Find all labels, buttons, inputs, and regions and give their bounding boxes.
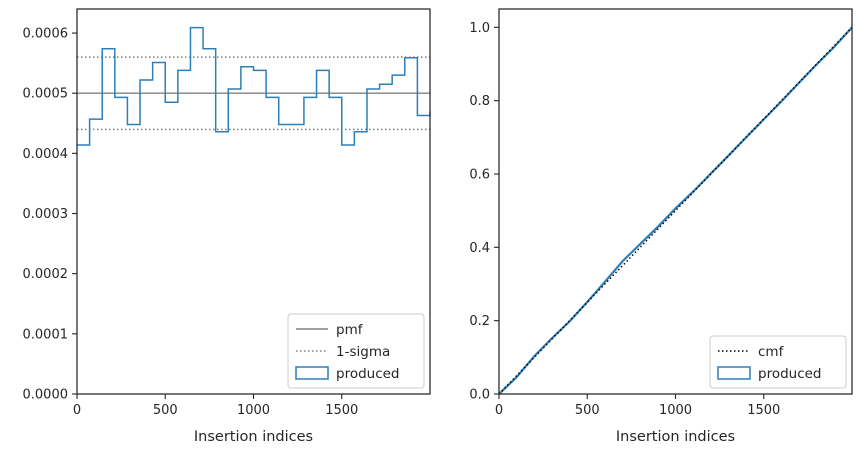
- x-ticks: 0 500 1000 1500: [495, 394, 780, 418]
- legend-label-cmf: cmf: [758, 344, 785, 360]
- legend: cmf produced: [709, 335, 847, 389]
- legend-box: [709, 335, 847, 389]
- legend-label-produced: produced: [758, 366, 822, 382]
- x-tick-label: 1000: [659, 403, 692, 418]
- y-tick-label: 0.0005: [23, 87, 69, 102]
- y-tick-label: 0.0003: [23, 207, 69, 222]
- histogram-panel: 0 500 1000 1500 0.00000.00010.00020.00030.0…: [23, 8, 431, 445]
- cmf-line: [498, 26, 853, 395]
- legend-swatch-produced: [295, 366, 329, 380]
- y-tick-label: 0.0002: [23, 267, 69, 282]
- y-tick-label: 0.8: [469, 94, 490, 109]
- legend-swatch-produced: [717, 366, 751, 380]
- y-ticks: 0.0 0.2 0.4 0.6 0.8 1.0: [469, 21, 499, 403]
- x-tick-label: 0: [73, 403, 81, 418]
- x-axis-label: Insertion indices: [194, 429, 313, 445]
- y-tick-label: 0.2: [469, 314, 490, 329]
- legend-label-1-sigma: 1-sigma: [336, 344, 390, 360]
- x-tick-label: 1000: [237, 403, 270, 418]
- legend-label-produced: produced: [336, 366, 400, 382]
- y-tick-label: 0.0004: [23, 147, 69, 162]
- legend: pmf 1-sigma produced: [287, 313, 425, 389]
- x-tick-label: 1500: [325, 403, 358, 418]
- y-tick-label: 0.0: [469, 388, 490, 403]
- cdf-panel: 0 500 1000 1500 0.0 0.2 0.4 0.6 0.8 1.0 Insertio…: [469, 8, 853, 445]
- legend-label-pmf: pmf: [336, 322, 364, 338]
- x-axis-label: Insertion indices: [616, 429, 735, 445]
- x-tick-label: 500: [575, 403, 600, 418]
- y-tick-label: 0.0001: [23, 327, 69, 342]
- y-ticks: 0.0000 0.0001 0.0002 0.0003 0.0004 0.0005 0.00…: [23, 27, 77, 403]
- y-tick-label: 0.6: [469, 168, 490, 183]
- y-tick-label: 0.4: [469, 241, 490, 256]
- x-tick-label: 500: [153, 403, 178, 418]
- x-ticks: 0 500 1000 1500: [73, 394, 358, 418]
- produced-histogram: [77, 26, 431, 146]
- y-tick-label: 0.0000: [23, 388, 69, 403]
- x-tick-label: 1500: [747, 403, 780, 418]
- x-tick-label: 0: [495, 403, 503, 418]
- legend-box: [287, 313, 425, 389]
- y-tick-label: 1.0: [469, 21, 490, 36]
- y-tick-label: 0.0006: [23, 27, 69, 42]
